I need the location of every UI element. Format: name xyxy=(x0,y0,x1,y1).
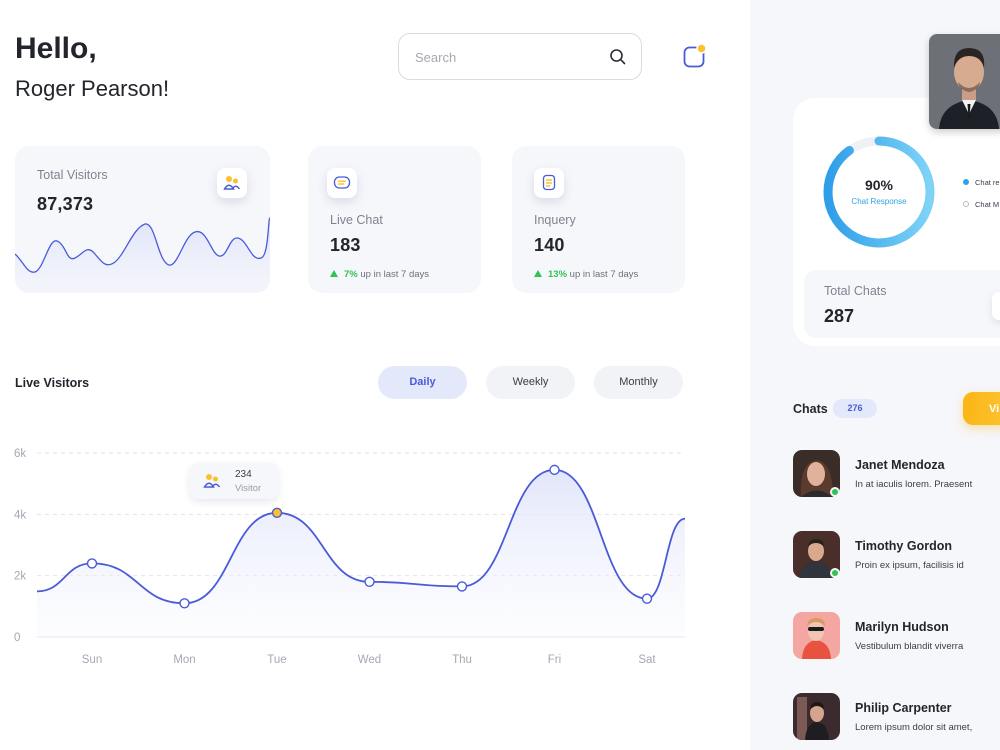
live-chat-trend-pct: 7% xyxy=(344,269,358,280)
profile-photo xyxy=(929,34,1000,129)
y-tick-label: 4k xyxy=(14,509,26,521)
chat-list-item[interactable]: Philip Carpenter Lorem ipsum dolor sit a… xyxy=(793,693,1000,741)
chat-message-preview: Lorem ipsum dolor sit amet, xyxy=(855,722,973,733)
chat-response-label: Chat Response xyxy=(851,197,907,206)
inquiry-trend: 13% up in last 7 days xyxy=(534,269,638,280)
chat-bubble-icon xyxy=(333,176,351,189)
tooltip-label: Visitor xyxy=(235,483,262,494)
document-icon xyxy=(542,174,556,191)
chat-contact-name: Janet Mendoza xyxy=(855,458,945,472)
chat-list-item[interactable]: Marilyn Hudson Vestibulum blandit viverr… xyxy=(793,612,1000,660)
inquiry-label: Inquery xyxy=(534,213,576,227)
y-tick-label: 6k xyxy=(14,448,26,460)
legend-dot xyxy=(963,201,969,207)
total-chats-icon-button[interactable] xyxy=(992,292,1000,320)
chart-tooltip: 234 Visitor xyxy=(190,463,278,499)
live-chat-card: Live Chat 183 7% up in last 7 days xyxy=(308,146,481,293)
legend-label: Chat M xyxy=(975,200,1000,209)
live-chat-trend-text: up in last 7 days xyxy=(360,269,430,280)
y-tick-label: 2k xyxy=(14,571,26,583)
inquiry-value: 140 xyxy=(534,235,565,255)
legend-dot xyxy=(963,179,969,185)
notification-icon[interactable] xyxy=(683,43,707,69)
tab-daily[interactable]: Daily xyxy=(378,366,467,399)
live-chat-value: 183 xyxy=(330,235,361,255)
visitors-sparkline xyxy=(15,217,270,293)
total-chats-label: Total Chats xyxy=(824,284,887,298)
x-tick-label: Sun xyxy=(82,654,102,666)
live-chat-label: Live Chat xyxy=(330,213,383,227)
chat-message-preview: Proin ex ipsum, facilisis id xyxy=(855,560,964,571)
tab-weekly[interactable]: Weekly xyxy=(486,366,575,399)
view-all-button[interactable]: Vi xyxy=(963,392,1000,425)
trend-up-icon xyxy=(534,270,542,277)
total-chats-value: 287 xyxy=(824,306,855,326)
chat-contact-name: Philip Carpenter xyxy=(855,701,952,715)
chat-contact-name: Marilyn Hudson xyxy=(855,620,949,634)
avatar xyxy=(793,612,840,659)
live-chat-trend: 7% up in last 7 days xyxy=(330,269,429,280)
chart-point xyxy=(549,464,560,476)
chat-response-ring xyxy=(823,136,935,248)
profile-avatar[interactable] xyxy=(929,34,1000,129)
online-status-dot xyxy=(830,487,840,497)
y-tick-label: 0 xyxy=(14,632,20,644)
search-icon[interactable] xyxy=(609,48,627,66)
inquiry-card: Inquery 140 13% up in last 7 days xyxy=(512,146,685,293)
chats-count-badge: 276 xyxy=(833,399,877,418)
chart-point xyxy=(641,593,653,604)
chat-message-preview: In at iaculis lorem. Praesent xyxy=(855,479,973,490)
search-box[interactable] xyxy=(398,33,642,80)
avatar-photo xyxy=(793,693,840,740)
chart-point xyxy=(456,581,468,592)
avatar-photo xyxy=(793,612,840,659)
chats-title: Chats xyxy=(793,402,828,416)
tab-monthly[interactable]: Monthly xyxy=(594,366,683,399)
live-visitors-chart: 0 2k 4k 6k Sun Mon Tue Wed Thu Fri Sat xyxy=(14,448,686,666)
chart-point xyxy=(179,598,190,609)
chat-message-preview: Vestibulum blandit viverra xyxy=(855,641,964,652)
x-tick-label: Thu xyxy=(452,654,472,666)
search-input[interactable] xyxy=(415,47,595,67)
visitors-icon-tile xyxy=(217,168,247,198)
chart-point xyxy=(364,576,375,588)
inquiry-trend-pct: 13% xyxy=(548,269,568,280)
x-tick-label: Mon xyxy=(173,654,195,666)
x-tick-label: Tue xyxy=(267,654,286,666)
chart-point xyxy=(86,558,98,569)
x-tick-label: Sat xyxy=(638,654,656,666)
inquiry-icon-tile xyxy=(534,168,564,198)
avatar xyxy=(793,693,840,740)
chat-contact-name: Timothy Gordon xyxy=(855,539,952,553)
users-icon xyxy=(223,176,241,190)
legend-item-chat-missed: Chat M xyxy=(963,200,999,209)
x-tick-label: Wed xyxy=(358,654,381,666)
trend-up-icon xyxy=(330,270,338,277)
legend-item-chat-response: Chat re xyxy=(963,178,1000,187)
inquiry-trend-text: up in last 7 days xyxy=(569,269,639,280)
online-status-dot xyxy=(830,568,840,578)
greeting-hello: Hello, xyxy=(15,32,97,65)
users-icon xyxy=(203,474,221,488)
tooltip-value: 234 xyxy=(235,469,252,480)
greeting-name: Roger Pearson! xyxy=(15,76,170,101)
chat-icon-tile xyxy=(327,168,357,198)
live-visitors-title: Live Visitors xyxy=(15,376,90,390)
x-tick-label: Fri xyxy=(548,654,561,666)
chat-response-percent: 90% xyxy=(864,177,894,193)
total-visitors-card: Total Visitors 87,373 xyxy=(15,146,270,293)
chart-area-fill xyxy=(37,469,685,637)
total-visitors-value: 87,373 xyxy=(37,194,94,214)
chart-point-highlighted xyxy=(271,507,283,519)
chat-list-item[interactable]: Timothy Gordon Proin ex ipsum, facilisis… xyxy=(793,531,1000,579)
chat-list-item[interactable]: Janet Mendoza In at iaculis lorem. Praes… xyxy=(793,450,1000,498)
total-chats-box: Total Chats 287 xyxy=(804,270,1000,338)
legend-label: Chat re xyxy=(975,178,1000,187)
total-visitors-label: Total Visitors xyxy=(37,168,108,182)
